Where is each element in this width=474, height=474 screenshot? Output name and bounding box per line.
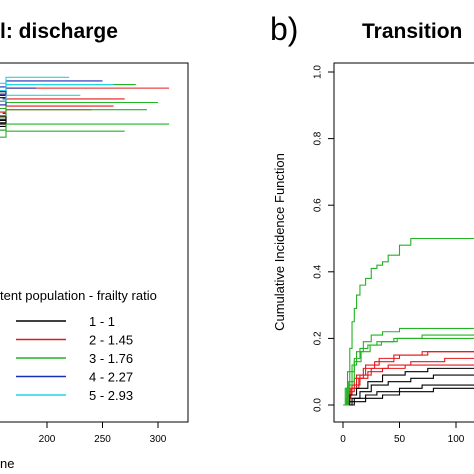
panel-b-curve-3 — [343, 327, 474, 406]
panel-b-y-tick-label: 1.0 — [313, 65, 324, 79]
panel-a-curve-5 — [0, 76, 70, 84]
panel-a-curves — [0, 76, 170, 138]
panel-a-curve-2 — [0, 98, 125, 106]
panel-a-curve-1 — [0, 91, 7, 99]
legend-entry-label: 5 - 2.93 — [89, 388, 133, 403]
panel-a-curve-1 — [0, 94, 7, 102]
panel-a-x-tick-label: 300 — [150, 434, 167, 445]
panel-a: l: discharge 200 250 300 ne tent populatio… — [0, 20, 189, 471]
panel-a-curve-1 — [0, 116, 7, 124]
panel-b-x-tick-label: 50 — [394, 434, 406, 445]
panel-b-y-tick-label: 0.6 — [313, 198, 324, 212]
panel-b-curve-3 — [343, 237, 474, 406]
panel-b-y-ticks: 0.0 0.2 0.4 0.6 0.8 1.0 — [313, 65, 334, 412]
panel-a-curve-1 — [0, 112, 7, 120]
legend-entry-label: 4 - 2.27 — [89, 370, 133, 385]
legend-entry-label: 2 - 1.45 — [89, 333, 133, 348]
panel-a-curve-4 — [0, 98, 7, 106]
panel-a-curve-5 — [0, 83, 114, 92]
panel-a-curve-1 — [0, 119, 7, 127]
panel-a-legend: tent population - frailty ratio 1 - 1 2 -… — [0, 288, 157, 403]
panel-a-title: l: discharge — [0, 20, 118, 43]
panel-a-curve-3 — [0, 109, 147, 117]
panel-a-curve-2 — [0, 109, 92, 117]
panel-a-curve-2 — [0, 105, 114, 113]
panel-b-y-tick-label: 0.0 — [313, 398, 324, 412]
panel-b-title: Transition — [362, 20, 462, 43]
panel-b-x-ticks: 0 50 100 — [340, 422, 465, 445]
legend-entries: 1 - 1 2 - 1.45 3 - 1.76 4 - 2.27 5 - 2.93 — [16, 314, 133, 403]
panel-a-curve-3 — [0, 101, 158, 110]
legend-title: tent population - frailty ratio — [0, 288, 157, 303]
panel-b-curve-3 — [343, 334, 474, 406]
panel-a-curve-1 — [0, 123, 7, 131]
panel-a-curve-3 — [0, 83, 136, 92]
panel-a-curve-3 — [0, 130, 125, 138]
panel-a-curve-4 — [0, 87, 36, 95]
panel-b-curves — [343, 237, 474, 406]
legend-entry-label: 1 - 1 — [89, 314, 115, 329]
panel-a-x-ticks: 200 250 300 — [39, 422, 167, 445]
panel-b-y-axis-label: Cumulative Incidence Function — [272, 153, 287, 331]
panel-b-x-tick-label: 0 — [340, 434, 346, 445]
panel-b: b) Transition 0.00.20.40.60.81.0 0 50 100 … — [270, 11, 474, 445]
panel-b-y-tick-label: 0.4 — [313, 264, 324, 278]
panel-a-x-tick-label: 200 — [39, 434, 56, 445]
panel-b-letter: b) — [270, 11, 298, 47]
panel-a-curve-5 — [0, 94, 81, 102]
panel-b-frame — [333, 62, 474, 423]
panel-a-curve-4 — [0, 80, 103, 88]
panel-b-curve-2 — [343, 351, 474, 406]
panel-b-y-tick-label: 0.2 — [313, 331, 324, 345]
panel-a-curve-2 — [0, 87, 170, 95]
panel-a-frame — [0, 62, 189, 423]
panel-b-y-tick-label: 0.8 — [313, 131, 324, 145]
panel-b-x-tick-label: 100 — [448, 434, 465, 445]
panel-b-curve-1 — [343, 374, 474, 406]
panel-b-curve-1 — [343, 384, 474, 406]
panel-a-curve-3 — [0, 123, 170, 131]
legend-entry-label: 3 - 1.76 — [89, 351, 133, 366]
panel-b-curve-1 — [343, 367, 474, 406]
panel-a-x-axis-label: ne — [0, 456, 14, 471]
panel-a-x-tick-label: 250 — [94, 434, 111, 445]
panel-b-curve-1 — [343, 387, 474, 406]
